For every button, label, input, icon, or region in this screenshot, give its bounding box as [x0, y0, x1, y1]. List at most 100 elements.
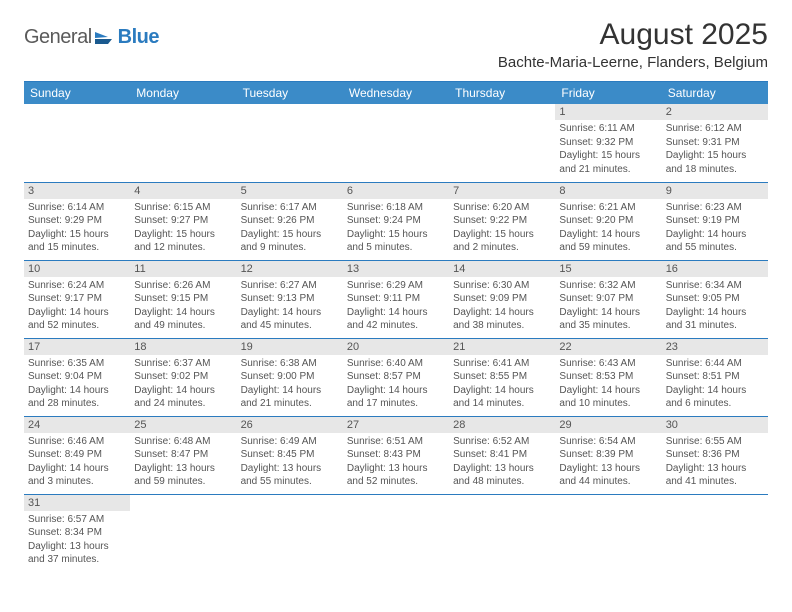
day-number: 16 — [662, 261, 768, 277]
day-number: 13 — [343, 261, 449, 277]
daylight-text: Daylight: 13 hours and 37 minutes. — [28, 540, 126, 567]
daylight-text: Daylight: 14 hours and 45 minutes. — [241, 306, 339, 333]
sunset-text: Sunset: 9:04 PM — [28, 370, 126, 384]
calendar-cell — [662, 494, 768, 572]
day-number: 12 — [237, 261, 343, 277]
sunrise-text: Sunrise: 6:55 AM — [666, 435, 764, 449]
sunset-text: Sunset: 9:26 PM — [241, 214, 339, 228]
day-details: Sunrise: 6:35 AMSunset: 9:04 PMDaylight:… — [24, 355, 130, 413]
day-number: 17 — [24, 339, 130, 355]
calendar-cell: 13Sunrise: 6:29 AMSunset: 9:11 PMDayligh… — [343, 260, 449, 338]
dayname-wednesday: Wednesday — [343, 82, 449, 104]
day-details: Sunrise: 6:38 AMSunset: 9:00 PMDaylight:… — [237, 355, 343, 413]
sunrise-text: Sunrise: 6:38 AM — [241, 357, 339, 371]
calendar-cell: 3Sunrise: 6:14 AMSunset: 9:29 PMDaylight… — [24, 182, 130, 260]
dayname-saturday: Saturday — [662, 82, 768, 104]
calendar-cell — [343, 104, 449, 182]
calendar-cell — [130, 494, 236, 572]
sunset-text: Sunset: 9:15 PM — [134, 292, 232, 306]
sunset-text: Sunset: 8:51 PM — [666, 370, 764, 384]
sunrise-text: Sunrise: 6:32 AM — [559, 279, 657, 293]
sunrise-text: Sunrise: 6:29 AM — [347, 279, 445, 293]
sunset-text: Sunset: 9:29 PM — [28, 214, 126, 228]
calendar-cell: 20Sunrise: 6:40 AMSunset: 8:57 PMDayligh… — [343, 338, 449, 416]
daylight-text: Daylight: 14 hours and 3 minutes. — [28, 462, 126, 489]
day-number: 4 — [130, 183, 236, 199]
sunrise-text: Sunrise: 6:43 AM — [559, 357, 657, 371]
dayname-sunday: Sunday — [24, 82, 130, 104]
day-number: 24 — [24, 417, 130, 433]
calendar-cell — [130, 104, 236, 182]
daylight-text: Daylight: 15 hours and 2 minutes. — [453, 228, 551, 255]
sunset-text: Sunset: 8:53 PM — [559, 370, 657, 384]
calendar-cell: 16Sunrise: 6:34 AMSunset: 9:05 PMDayligh… — [662, 260, 768, 338]
sunrise-text: Sunrise: 6:20 AM — [453, 201, 551, 215]
day-details: Sunrise: 6:20 AMSunset: 9:22 PMDaylight:… — [449, 199, 555, 257]
sunset-text: Sunset: 9:17 PM — [28, 292, 126, 306]
day-details: Sunrise: 6:52 AMSunset: 8:41 PMDaylight:… — [449, 433, 555, 491]
calendar-cell: 29Sunrise: 6:54 AMSunset: 8:39 PMDayligh… — [555, 416, 661, 494]
sunrise-text: Sunrise: 6:27 AM — [241, 279, 339, 293]
calendar-cell: 11Sunrise: 6:26 AMSunset: 9:15 PMDayligh… — [130, 260, 236, 338]
sunset-text: Sunset: 8:47 PM — [134, 448, 232, 462]
daylight-text: Daylight: 14 hours and 17 minutes. — [347, 384, 445, 411]
sunrise-text: Sunrise: 6:48 AM — [134, 435, 232, 449]
day-details: Sunrise: 6:40 AMSunset: 8:57 PMDaylight:… — [343, 355, 449, 413]
day-details: Sunrise: 6:46 AMSunset: 8:49 PMDaylight:… — [24, 433, 130, 491]
sunset-text: Sunset: 9:05 PM — [666, 292, 764, 306]
daylight-text: Daylight: 13 hours and 41 minutes. — [666, 462, 764, 489]
sunset-text: Sunset: 8:43 PM — [347, 448, 445, 462]
day-number: 8 — [555, 183, 661, 199]
sunset-text: Sunset: 9:31 PM — [666, 136, 764, 150]
sunrise-text: Sunrise: 6:12 AM — [666, 122, 764, 136]
calendar-cell: 31Sunrise: 6:57 AMSunset: 8:34 PMDayligh… — [24, 494, 130, 572]
sunrise-text: Sunrise: 6:18 AM — [347, 201, 445, 215]
calendar-cell: 4Sunrise: 6:15 AMSunset: 9:27 PMDaylight… — [130, 182, 236, 260]
sunset-text: Sunset: 9:07 PM — [559, 292, 657, 306]
sunset-text: Sunset: 8:45 PM — [241, 448, 339, 462]
day-details: Sunrise: 6:24 AMSunset: 9:17 PMDaylight:… — [24, 277, 130, 335]
daylight-text: Daylight: 13 hours and 48 minutes. — [453, 462, 551, 489]
daylight-text: Daylight: 14 hours and 42 minutes. — [347, 306, 445, 333]
calendar-cell: 19Sunrise: 6:38 AMSunset: 9:00 PMDayligh… — [237, 338, 343, 416]
sunrise-text: Sunrise: 6:14 AM — [28, 201, 126, 215]
calendar-cell — [343, 494, 449, 572]
day-number: 11 — [130, 261, 236, 277]
sunrise-text: Sunrise: 6:44 AM — [666, 357, 764, 371]
calendar-cell: 9Sunrise: 6:23 AMSunset: 9:19 PMDaylight… — [662, 182, 768, 260]
day-details: Sunrise: 6:11 AMSunset: 9:32 PMDaylight:… — [555, 120, 661, 178]
day-number: 27 — [343, 417, 449, 433]
day-number: 20 — [343, 339, 449, 355]
calendar-cell: 27Sunrise: 6:51 AMSunset: 8:43 PMDayligh… — [343, 416, 449, 494]
calendar-cell: 28Sunrise: 6:52 AMSunset: 8:41 PMDayligh… — [449, 416, 555, 494]
day-number: 7 — [449, 183, 555, 199]
dayname-monday: Monday — [130, 82, 236, 104]
daylight-text: Daylight: 15 hours and 18 minutes. — [666, 149, 764, 176]
calendar-week: 3 Sunrise: 6:14 AMSunset: 9:29 PM Daylight… — [24, 182, 768, 260]
calendar-cell: 10Sunrise: 6:24 AMSunset: 9:17 PMDayligh… — [24, 260, 130, 338]
daylight-text: Daylight: 14 hours and 24 minutes. — [134, 384, 232, 411]
sunrise-text: Sunrise: 6:37 AM — [134, 357, 232, 371]
day-details: Sunrise: 6:44 AMSunset: 8:51 PMDaylight:… — [662, 355, 768, 413]
day-details: Sunrise: 6:21 AMSunset: 9:20 PMDaylight:… — [555, 199, 661, 257]
day-number: 3 — [24, 183, 130, 199]
calendar-cell: 21Sunrise: 6:41 AMSunset: 8:55 PMDayligh… — [449, 338, 555, 416]
calendar-cell — [449, 494, 555, 572]
daylight-text: Daylight: 13 hours and 52 minutes. — [347, 462, 445, 489]
calendar-cell — [237, 494, 343, 572]
dayname-friday: Friday — [555, 82, 661, 104]
header: General Blue August 2025 Bachte-Maria-Le… — [24, 18, 768, 71]
day-number: 22 — [555, 339, 661, 355]
daylight-text: Daylight: 14 hours and 35 minutes. — [559, 306, 657, 333]
calendar-cell: 12Sunrise: 6:27 AMSunset: 9:13 PMDayligh… — [237, 260, 343, 338]
sunset-text: Sunset: 9:20 PM — [559, 214, 657, 228]
day-details: Sunrise: 6:49 AMSunset: 8:45 PMDaylight:… — [237, 433, 343, 491]
daylight-text: Daylight: 15 hours and 21 minutes. — [559, 149, 657, 176]
sunrise-text: Sunrise: 6:15 AM — [134, 201, 232, 215]
sunset-text: Sunset: 8:41 PM — [453, 448, 551, 462]
calendar-header-row: SundayMondayTuesdayWednesdayThursdayFrid… — [24, 82, 768, 104]
calendar-cell: 5Sunrise: 6:17 AMSunset: 9:26 PMDaylight… — [237, 182, 343, 260]
calendar-week: 24Sunrise: 6:46 AMSunset: 8:49 PMDayligh… — [24, 416, 768, 494]
calendar-cell: 22Sunrise: 6:43 AMSunset: 8:53 PMDayligh… — [555, 338, 661, 416]
sunset-text: Sunset: 9:09 PM — [453, 292, 551, 306]
